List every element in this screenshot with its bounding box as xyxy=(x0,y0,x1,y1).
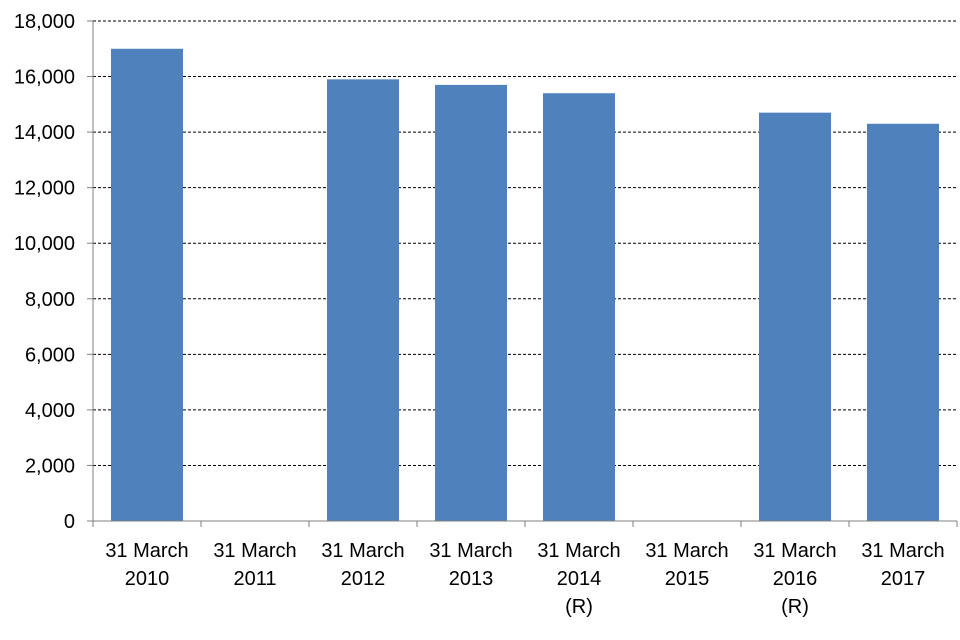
y-tick-label: 10,000 xyxy=(14,233,75,255)
y-tick-label: 18,000 xyxy=(14,11,75,33)
y-tick-label: 2,000 xyxy=(25,455,75,477)
y-tick-label: 8,000 xyxy=(25,289,75,311)
x-category-label: 31 March 2017 xyxy=(861,540,944,590)
x-category-label: 31 March 2016 (R) xyxy=(753,540,836,618)
y-tick-label: 16,000 xyxy=(14,67,75,89)
label-layer: 0 2,000 4,000 6,000 8,000 10,000 12,000 14,000 1… xyxy=(14,11,945,618)
y-tick-label: 14,000 xyxy=(14,122,75,144)
y-tick-label: 6,000 xyxy=(25,344,75,366)
axis-layer xyxy=(87,20,958,527)
bar xyxy=(110,48,184,522)
y-tick-label: 0 xyxy=(64,511,75,533)
y-tick-label: 4,000 xyxy=(25,400,75,422)
x-category-label: 31 March 2011 xyxy=(213,540,296,590)
bar xyxy=(758,112,832,522)
x-category-label: 31 March 2012 xyxy=(321,540,404,590)
bar xyxy=(326,79,400,521)
x-category-label: 31 March 2014 (R) xyxy=(537,540,620,618)
bar xyxy=(542,93,616,521)
y-tick-label: 12,000 xyxy=(14,178,75,200)
x-category-label: 31 March 2010 xyxy=(105,540,188,590)
x-category-label: 31 March 2013 xyxy=(429,540,512,590)
bar-layer xyxy=(110,48,940,522)
bar xyxy=(434,84,508,521)
bar xyxy=(866,123,940,522)
x-category-label: 31 March 2015 xyxy=(645,540,728,590)
